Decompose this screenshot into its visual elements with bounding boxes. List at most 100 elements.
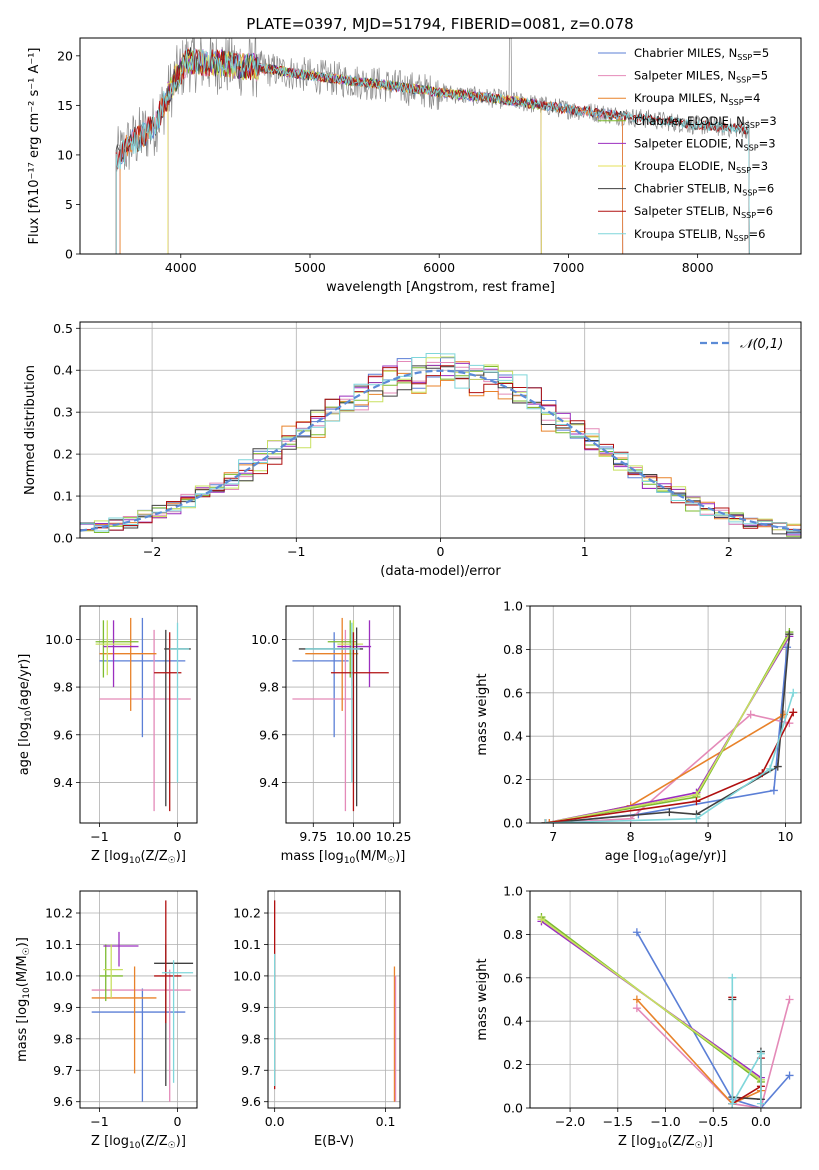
axes-frame <box>79 605 198 824</box>
x-tick-label: 10 <box>778 829 794 844</box>
weight-marker <box>785 995 794 1004</box>
errorbar-point <box>91 988 186 1102</box>
legend-entry: Chabrier STELIB, NSSP=6 <box>634 182 774 198</box>
weight-line <box>541 918 762 1081</box>
errorbar-point <box>337 620 372 688</box>
y-tick-label: 9.6 <box>53 1094 73 1109</box>
weight-marker <box>692 814 701 823</box>
residual-histogram <box>80 353 801 532</box>
y-tick-label: 10.0 <box>233 968 261 983</box>
axes-frame <box>285 605 401 824</box>
y-tick-label: 9.8 <box>53 1031 73 1046</box>
y-tick-label: 0.6 <box>503 970 523 985</box>
legend-entry: 𝒩(0,1) <box>740 337 783 352</box>
y-tick-label: 10.0 <box>45 968 73 983</box>
weight-marker <box>756 1049 765 1058</box>
y-tick-label: 9.8 <box>259 680 279 695</box>
errorbar-plot-area <box>95 617 191 812</box>
spectrum-legend: Chabrier MILES, NSSP=5 Salpeter MILES, NS… <box>598 46 777 243</box>
z-age-panel: −1 0 9.4 9.6 9.8 10.0 Z [log10​(Z/Z☉​)] age [lo… <box>17 605 198 866</box>
errorbar-point <box>292 629 354 812</box>
x-axis-label: Z [log10​(Z/Z☉​)] <box>91 1134 186 1151</box>
y-tick-label: 0 <box>65 247 73 262</box>
x-tick-label: −1.0 <box>650 1114 680 1129</box>
errorbar-point <box>91 966 157 1074</box>
y-tick-label: 0.2 <box>503 772 523 787</box>
weight-line <box>549 647 788 823</box>
errorbar-point <box>103 944 123 998</box>
weight-line <box>636 931 791 1108</box>
y-tick-label: 0.6 <box>503 685 523 700</box>
y-tick-label: 0.4 <box>53 363 73 378</box>
model-spectrum-line <box>167 48 542 254</box>
weight-marker <box>783 643 792 652</box>
weight-line <box>731 997 762 1106</box>
x-tick-label: 7 <box>549 829 557 844</box>
errorbar-point <box>169 622 190 783</box>
weight-marker <box>632 928 641 937</box>
y-tick-label: 10.2 <box>233 906 261 921</box>
x-tick-label: 0.0 <box>265 1114 285 1129</box>
y-tick-label: 0.4 <box>503 729 523 744</box>
legend-entry: Salpeter MILES, NSSP=5 <box>634 69 768 85</box>
weight-marker <box>541 819 550 823</box>
x-tick-label: 9 <box>704 829 712 844</box>
legend-entry: Kroupa MILES, NSSP=4 <box>634 91 760 107</box>
model-spectrum-line <box>115 48 750 254</box>
x-tick-label: 1 <box>581 544 589 559</box>
y-tick-label: 9.4 <box>53 775 73 790</box>
weight-series <box>728 973 765 1108</box>
weight-line <box>549 713 790 823</box>
y-tick-label: 9.6 <box>241 1094 261 1109</box>
y-tick-label: 9.4 <box>259 775 279 790</box>
x-tick-label: −2.0 <box>555 1114 585 1129</box>
y-tick-label: 9.9 <box>53 1000 73 1015</box>
x-tick-label: 4000 <box>165 260 197 275</box>
weight-plot-area <box>541 628 798 823</box>
x-tick-label: −1 <box>90 829 108 844</box>
errorbar-point <box>99 617 186 738</box>
x-tick-label: 7000 <box>553 260 585 275</box>
axes-frame <box>79 37 802 255</box>
legend-entry: Kroupa STELIB, NSSP=6 <box>634 227 765 243</box>
weight-line <box>545 711 795 823</box>
x-tick-label: 0 <box>174 1114 182 1129</box>
x-tick-label: 0 <box>174 829 182 844</box>
x-axis-label: Z [log10​(Z/Z☉​)] <box>618 1134 713 1151</box>
weight-marker <box>545 819 554 823</box>
residual-histogram <box>80 356 801 532</box>
axes-frame <box>79 890 198 1109</box>
weight-series <box>632 995 765 1108</box>
errorbar-point <box>95 620 131 676</box>
x-tick-label: 5000 <box>294 260 326 275</box>
z-massweight-panel: −2.0 −1.5 −1.0 −0.5 0.0 0.0 0.2 0.4 0.6 0.8 1.0 Z [… <box>475 884 802 1151</box>
weight-marker <box>632 1004 641 1013</box>
weight-marker <box>756 1099 765 1108</box>
y-axis-label: mass [log10​(M/M☉​)] <box>15 937 32 1062</box>
weight-line <box>731 977 762 1107</box>
x-tick-label: 9.75 <box>299 829 327 844</box>
legend-entry: Chabrier MILES, NSSP=5 <box>634 46 769 62</box>
x-tick-label: −0.5 <box>698 1114 728 1129</box>
y-tick-label: 0.2 <box>53 447 73 462</box>
y-axis-label: mass weight <box>475 673 490 755</box>
x-tick-label: 6000 <box>423 260 455 275</box>
errorbar-point <box>292 632 349 738</box>
y-tick-label: 5 <box>65 197 73 212</box>
weight-line <box>731 999 762 1101</box>
weight-marker <box>766 764 775 773</box>
weight-plot-area <box>537 913 794 1108</box>
y-axis-label: age [log10​(age/yr)] <box>17 654 34 776</box>
x-axis-label: (data-model)/error <box>380 564 501 579</box>
x-axis-label: Z [log10​(Z/Z☉​)] <box>91 849 186 866</box>
y-axis-label: mass weight <box>475 958 490 1040</box>
y-tick-label: 9.9 <box>241 1000 261 1015</box>
errorbar-point <box>154 900 182 1024</box>
y-tick-label: 15 <box>57 98 73 113</box>
weight-marker <box>746 710 755 719</box>
y-tick-label: 1.0 <box>503 884 523 899</box>
weight-series <box>541 630 794 823</box>
errorbar-plot-area <box>91 900 194 1102</box>
weight-marker <box>632 995 641 1004</box>
legend-entry: Kroupa ELODIE, NSSP=3 <box>634 159 768 175</box>
